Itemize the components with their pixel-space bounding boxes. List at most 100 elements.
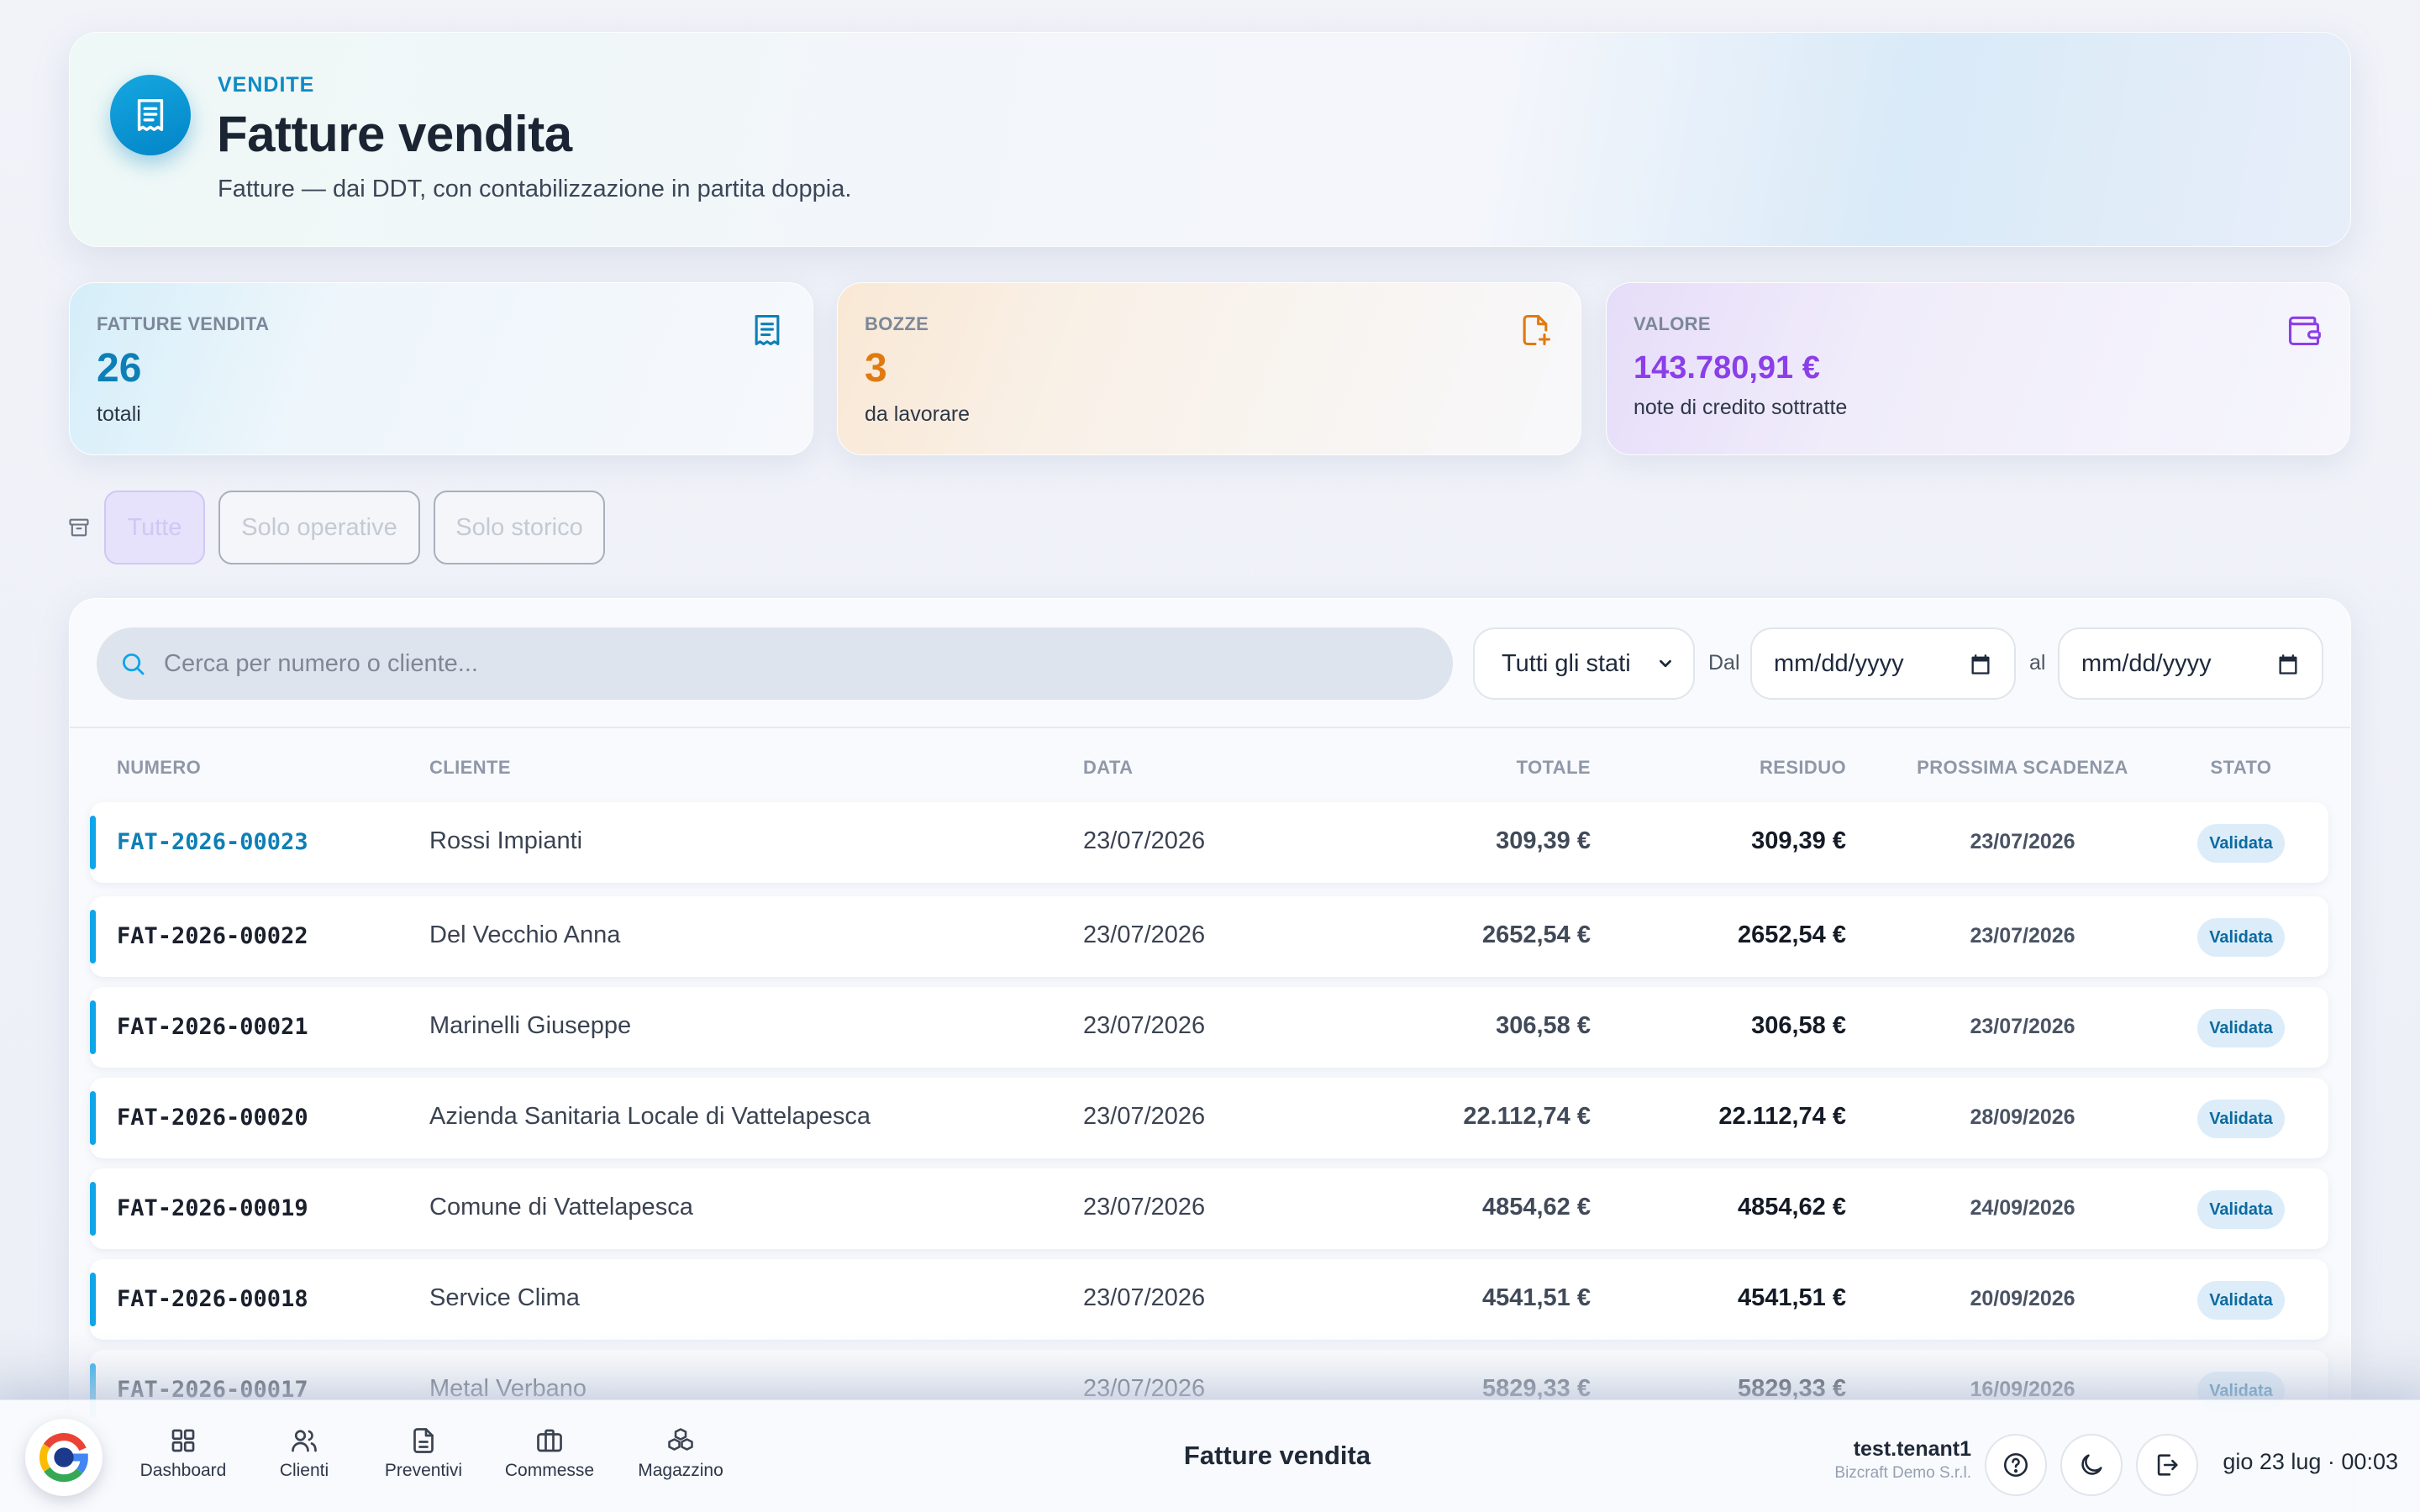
nav-label: Clienti	[279, 1461, 329, 1480]
table-row[interactable]: FAT-2026-00022 Del Vecchio Anna 23/07/20…	[90, 896, 2328, 977]
invoice-date: 23/07/2026	[1083, 921, 1206, 948]
invoice-total: 2652,54 €	[1481, 921, 1591, 948]
page-header-card: VENDITE Fatture vendita Fatture — dai DD…	[69, 32, 2351, 247]
client-name: Service Clima	[429, 1284, 580, 1311]
search-input[interactable]	[164, 649, 1340, 678]
nav-label: Commesse	[504, 1461, 595, 1480]
file-plus-icon	[1523, 314, 1551, 346]
status-badge: Validata	[2197, 918, 2285, 957]
table-row[interactable]: FAT-2026-00021 Marinelli Giuseppe 23/07/…	[90, 987, 2328, 1068]
users-icon	[292, 1430, 317, 1452]
stat-note: totali	[97, 402, 141, 426]
briefcase-icon	[537, 1429, 562, 1452]
row-accent-bar	[90, 816, 96, 869]
invoice-residual: 4541,51 €	[1737, 1284, 1846, 1311]
column-header-numero[interactable]: NUMERO	[117, 757, 202, 778]
stat-value: 26	[97, 346, 142, 391]
logout-icon	[2157, 1454, 2178, 1476]
invoice-number-link[interactable]: FAT-2026-00018	[117, 1286, 308, 1312]
section-kicker: VENDITE	[218, 73, 315, 97]
invoice-date: 23/07/2026	[1083, 1284, 1206, 1311]
stat-card-invoices: FATTURE VENDITA 26 totali	[69, 282, 813, 455]
stat-label: VALORE	[1634, 313, 1711, 334]
invoice-total: 4854,62 €	[1481, 1194, 1591, 1221]
search-icon	[122, 653, 145, 675]
invoice-residual: 22.112,74 €	[1718, 1103, 1846, 1130]
help-button[interactable]	[1985, 1434, 2047, 1496]
calendar-icon[interactable]	[1969, 653, 1992, 676]
date-from-label: Dal	[1708, 651, 1740, 675]
invoice-number-link[interactable]: FAT-2026-00021	[117, 1014, 308, 1040]
invoice-number-link[interactable]: FAT-2026-00022	[117, 923, 308, 949]
column-header-residuo[interactable]: RESIDUO	[1759, 757, 1846, 778]
column-header-cliente[interactable]: CLIENTE	[429, 757, 511, 778]
invoice-date: 23/07/2026	[1083, 1194, 1206, 1221]
column-header-data[interactable]: DATA	[1083, 757, 1134, 778]
date-from-input[interactable]: mm/dd/yyyy	[1750, 627, 2016, 700]
table-row[interactable]: FAT-2026-00020 Azienda Sanitaria Locale …	[90, 1078, 2328, 1158]
calendar-icon[interactable]	[2276, 653, 2300, 676]
status-badge: Validata	[2197, 1281, 2285, 1320]
table-row[interactable]: FAT-2026-00018 Service Clima 23/07/2026 …	[90, 1259, 2328, 1340]
stat-note: note di credito sottratte	[1634, 396, 1848, 419]
client-name: Azienda Sanitaria Locale di Vattelapesca	[429, 1103, 871, 1130]
nav-magazzino[interactable]: Magazzino	[622, 1425, 739, 1481]
nav-dashboard[interactable]: Dashboard	[124, 1425, 242, 1481]
row-accent-bar	[90, 1091, 96, 1145]
invoice-total: 4541,51 €	[1481, 1284, 1591, 1311]
invoice-number-link[interactable]: FAT-2026-00020	[117, 1105, 308, 1131]
moon-icon	[2081, 1454, 2102, 1475]
invoice-date: 23/07/2026	[1083, 1103, 1206, 1130]
nav-label: Preventivi	[384, 1461, 463, 1480]
table-row[interactable]: FAT-2026-00019 Comune di Vattelapesca 23…	[90, 1168, 2328, 1249]
user-name: test.tenant1	[1853, 1437, 1971, 1461]
next-due-date: 23/07/2026	[1970, 1015, 2075, 1038]
next-due-date: 24/09/2026	[1970, 1196, 2075, 1220]
invoice-residual: 306,58 €	[1751, 1012, 1846, 1039]
column-header-stato[interactable]: STATO	[2210, 757, 2272, 778]
search-box[interactable]	[97, 627, 1453, 700]
logout-button[interactable]	[2136, 1434, 2198, 1496]
stat-label: FATTURE VENDITA	[97, 313, 270, 334]
table-row[interactable]: FAT-2026-00023 Rossi Impianti 23/07/2026…	[90, 802, 2328, 883]
archive-icon	[69, 518, 89, 537]
grid-icon	[171, 1429, 195, 1452]
client-name: Del Vecchio Anna	[429, 921, 621, 948]
status-select[interactable]: Tutti gli stati	[1473, 627, 1695, 700]
row-accent-bar	[90, 910, 96, 963]
wallet-icon	[2288, 316, 2321, 346]
document-icon	[413, 1428, 434, 1453]
next-due-date: 20/09/2026	[1970, 1287, 2075, 1310]
column-header-totale[interactable]: TOTALE	[1516, 757, 1591, 778]
boxes-icon	[668, 1428, 693, 1451]
stat-card-drafts: BOZZE 3 da lavorare	[837, 282, 1581, 455]
row-accent-bar	[90, 1000, 96, 1054]
invoice-date: 23/07/2026	[1083, 827, 1206, 854]
nav-preventivi[interactable]: Preventivi	[365, 1425, 482, 1481]
clock-display: gio 23 lug · 00:03	[2223, 1449, 2398, 1474]
date-to-placeholder: mm/dd/yyyy	[2081, 649, 2212, 677]
nav-label: Dashboard	[139, 1461, 227, 1480]
date-to-input[interactable]: mm/dd/yyyy	[2058, 627, 2323, 700]
filter-chip-all[interactable]: Tutte	[104, 491, 205, 564]
status-badge: Validata	[2197, 824, 2285, 863]
next-due-date: 28/09/2026	[1970, 1105, 2075, 1129]
list-toolbar: Tutti gli stati Dal mm/dd/yyyy al mm/dd/…	[70, 599, 2350, 728]
filter-chip-operative[interactable]: Solo operative	[218, 491, 420, 564]
invoice-residual: 309,39 €	[1751, 827, 1846, 854]
client-name: Rossi Impianti	[429, 827, 583, 854]
column-header-scadenza[interactable]: PROSSIMA SCADENZA	[1917, 757, 2128, 778]
row-accent-bar	[90, 1182, 96, 1236]
next-due-date: 23/07/2026	[1970, 924, 2075, 948]
client-name: Comune di Vattelapesca	[429, 1194, 693, 1221]
help-circle-icon	[2003, 1452, 2028, 1478]
invoice-number-link[interactable]: FAT-2026-00019	[117, 1195, 308, 1221]
filter-chip-history[interactable]: Solo storico	[434, 491, 605, 564]
invoice-number-link[interactable]: FAT-2026-00023	[117, 829, 308, 855]
invoice-total: 309,39 €	[1496, 827, 1591, 854]
nav-clienti[interactable]: Clienti	[245, 1425, 363, 1481]
app-logo-button[interactable]	[25, 1419, 103, 1496]
stat-label: BOZZE	[865, 313, 929, 334]
theme-toggle-button[interactable]	[2060, 1434, 2123, 1496]
nav-commesse[interactable]: Commesse	[491, 1425, 608, 1481]
